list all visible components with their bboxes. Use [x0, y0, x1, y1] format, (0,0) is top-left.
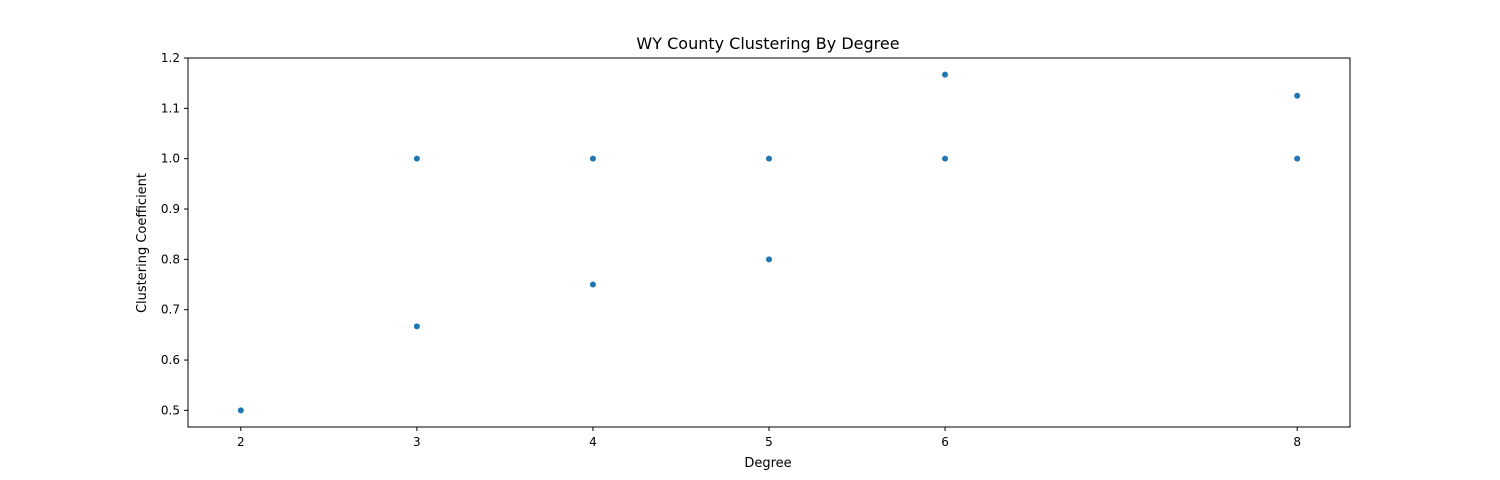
plot-area — [187, 57, 1351, 428]
x-tick-label: 8 — [1293, 435, 1301, 449]
data-point — [413, 155, 420, 162]
chart-title: WY County Clustering By Degree — [636, 34, 899, 53]
x-tick-label: 6 — [941, 435, 949, 449]
y-tick-label: 1.2 — [161, 51, 180, 65]
y-tick-label: 0.6 — [161, 353, 180, 367]
x-axis: 2 3 4 5 6 8 — [237, 427, 1301, 449]
y-tick-label: 0.9 — [161, 202, 180, 216]
x-tick-label: 2 — [237, 435, 245, 449]
x-axis-label: Degree — [744, 456, 791, 471]
data-point — [766, 256, 772, 263]
data-point — [942, 71, 949, 78]
y-tick-label: 0.7 — [161, 303, 180, 317]
y-axis: 0.5 0.6 0.7 0.8 0.9 1.0 1.1 1.2 — [161, 51, 188, 417]
data-point — [413, 323, 420, 330]
y-tick-label: 1.0 — [161, 152, 180, 166]
data-point — [589, 155, 596, 162]
x-tick-label: 5 — [765, 435, 773, 449]
data-point — [766, 155, 772, 162]
y-tick-label: 0.5 — [161, 403, 180, 417]
y-axis-label: Clustering Coefficient — [135, 173, 150, 313]
data-point — [942, 155, 949, 162]
data-point — [1294, 92, 1301, 99]
data-point — [589, 281, 596, 288]
data-point — [237, 407, 244, 414]
y-tick-label: 1.1 — [161, 101, 180, 115]
x-tick-label: 4 — [589, 435, 597, 449]
y-tick-label: 0.8 — [161, 252, 180, 266]
data-point — [1294, 155, 1301, 162]
plot-frame — [187, 57, 1351, 428]
x-tick-label: 3 — [413, 435, 421, 449]
data-points — [237, 71, 1301, 414]
